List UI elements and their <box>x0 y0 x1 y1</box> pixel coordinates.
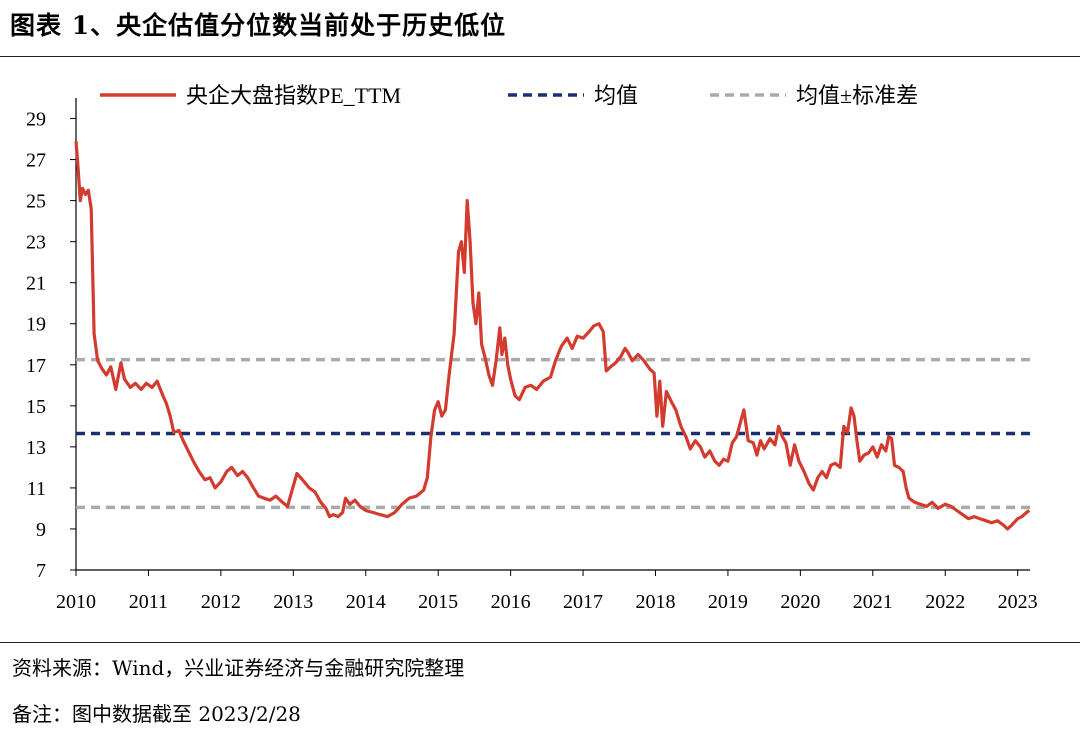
x-tick-label: 2022 <box>925 591 965 613</box>
x-tick-label: 2010 <box>56 591 96 613</box>
y-tick-label: 9 <box>36 519 46 541</box>
x-tick-label: 2018 <box>635 591 675 613</box>
y-tick-label: 13 <box>26 437 46 459</box>
legend: 央企大盘指数PE_TTM 均值 均值±标准差 <box>100 83 918 108</box>
pe-ttm-chart: 央企大盘指数PE_TTM 均值 均值±标准差 7 9 11 13 15 17 19 21 23 2… <box>26 83 1038 613</box>
x-tick-label: 2014 <box>346 591 386 613</box>
x-tick-label: 2013 <box>273 591 313 613</box>
y-tick-label: 19 <box>26 314 46 336</box>
legend-label-mean: 均值 <box>594 83 638 108</box>
y-tick-label: 27 <box>26 150 46 172</box>
legend-label-pe: 央企大盘指数PE_TTM <box>186 83 401 108</box>
y-tick-label: 25 <box>26 191 46 213</box>
footer-divider <box>0 642 1080 643</box>
x-tick-label: 2020 <box>780 591 820 613</box>
title-divider <box>0 56 1080 57</box>
y-tick-label: 23 <box>26 232 46 254</box>
x-tick-label: 2019 <box>708 591 748 613</box>
x-tick-label: 2023 <box>998 591 1038 613</box>
x-tick-label: 2017 <box>563 591 603 613</box>
x-tick-label: 2021 <box>853 591 893 613</box>
x-tick-label: 2011 <box>129 591 168 613</box>
y-tick-label: 21 <box>26 273 46 295</box>
source-note: 资料来源：Wind，兴业证券经济与金融研究院整理 <box>12 656 465 680</box>
y-tick-label: 17 <box>26 355 46 377</box>
y-tick-label: 11 <box>27 478 46 500</box>
chart-title: 图表 1、央企估值分位数当前处于历史低位 <box>10 11 507 40</box>
x-tick-label: 2012 <box>201 591 241 613</box>
legend-label-std-band: 均值±标准差 <box>796 83 918 108</box>
y-tick-label: 7 <box>36 560 46 582</box>
x-tick-label: 2016 <box>491 591 531 613</box>
y-tick-label: 15 <box>26 396 46 418</box>
reference-lines <box>76 357 1030 510</box>
x-tick-label: 2015 <box>418 591 458 613</box>
plot-area <box>74 140 1031 531</box>
remark-note: 备注：图中数据截至 2023/2/28 <box>12 702 301 726</box>
pe-ttm-line <box>74 140 1031 531</box>
y-tick-label: 29 <box>26 109 46 131</box>
axes: 7 9 11 13 15 17 19 21 23 25 27 29 2010 2011 2012 2013 20… <box>26 98 1038 613</box>
